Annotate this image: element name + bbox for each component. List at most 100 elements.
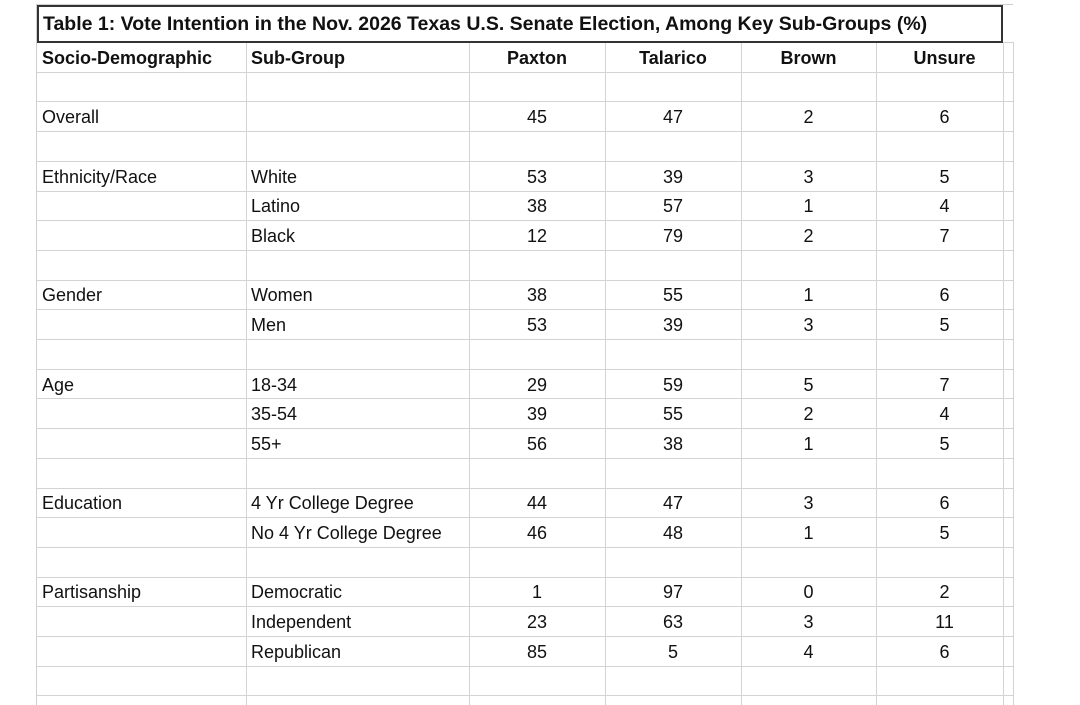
grid-line — [37, 606, 1013, 608]
grid-line — [37, 428, 1013, 430]
value-cell-brown: 1 — [803, 196, 814, 217]
grid-line — [469, 42, 470, 705]
value-cell-brown: 2 — [803, 404, 814, 425]
column-header: Paxton — [506, 47, 567, 68]
results-table: Table 1: Vote Intention in the Nov. 2026… — [36, 4, 1014, 705]
grid-line — [37, 160, 1013, 162]
value-cell-brown: 4 — [803, 641, 814, 662]
value-cell-talarico: 48 — [662, 523, 684, 544]
group-label: Gender — [42, 285, 103, 306]
value-cell-paxton: 38 — [526, 196, 548, 217]
value-cell-paxton: 1 — [531, 582, 542, 603]
grid-line — [37, 279, 1013, 281]
value-cell-unsure: 6 — [939, 641, 950, 662]
grid-line — [37, 517, 1013, 519]
value-cell-paxton: 29 — [526, 374, 548, 395]
column-header: Unsure — [913, 47, 976, 68]
grid-line — [605, 42, 606, 705]
value-cell-paxton: 23 — [526, 612, 548, 633]
subgroup-label: Black — [251, 226, 296, 247]
subgroup-label: White — [251, 166, 298, 187]
table-grid — [37, 5, 1014, 705]
grid-line — [37, 101, 1013, 103]
value-cell-brown: 1 — [803, 285, 814, 306]
group-label: Overall — [42, 107, 100, 128]
value-cell-paxton: 53 — [526, 166, 548, 187]
value-cell-unsure: 11 — [935, 612, 954, 633]
value-cell-paxton: 45 — [526, 107, 548, 128]
value-cell-unsure: 7 — [939, 374, 950, 395]
value-cell-talarico: 39 — [662, 166, 684, 187]
value-cell-talarico: 97 — [662, 582, 684, 603]
grid-line — [37, 249, 1013, 251]
subgroup-label: Independent — [251, 612, 352, 633]
value-cell-brown: 3 — [803, 315, 814, 336]
grid-line — [37, 398, 1013, 400]
value-cell-unsure: 6 — [939, 493, 950, 514]
subgroup-label: 35-54 — [251, 404, 298, 425]
value-cell-brown: 3 — [803, 493, 814, 514]
grid-line — [37, 339, 1013, 340]
grid-line — [37, 487, 1013, 489]
grid-line — [1013, 42, 1014, 705]
value-cell-talarico: 38 — [662, 433, 684, 454]
value-cell-talarico: 55 — [662, 404, 684, 425]
subgroup-label: 4 Yr College Degree — [251, 493, 414, 514]
subgroup-label: Latino — [251, 196, 301, 217]
grid-line — [246, 42, 247, 705]
subgroup-label: No 4 Yr College Degree — [251, 523, 442, 544]
value-cell-talarico: 63 — [662, 612, 684, 633]
grid-line — [37, 131, 1013, 133]
group-label: Age — [42, 374, 75, 395]
value-cell-talarico: 5 — [667, 641, 678, 662]
group-label: Partisanship — [42, 582, 142, 603]
grid-line — [741, 42, 742, 705]
grid-line — [37, 309, 1013, 311]
value-cell-unsure: 4 — [939, 196, 950, 217]
value-cell-paxton: 85 — [526, 641, 548, 662]
subgroup-label: Republican — [251, 641, 342, 662]
column-header: Talarico — [639, 47, 707, 68]
value-cell-brown: 1 — [803, 433, 814, 454]
value-cell-talarico: 59 — [662, 374, 684, 395]
value-cell-talarico: 47 — [662, 107, 684, 128]
grid-line — [37, 546, 1013, 548]
table-title: Table 1: Vote Intention in the Nov. 2026… — [37, 5, 1003, 43]
subgroup-label: Democratic — [251, 582, 343, 603]
value-cell-brown: 2 — [803, 107, 814, 128]
grid-line — [37, 665, 1013, 667]
grid-line — [876, 42, 877, 705]
group-label: Ethnicity/Race — [42, 166, 158, 187]
value-cell-brown: 5 — [803, 374, 814, 395]
value-cell-talarico: 55 — [662, 285, 684, 306]
value-cell-unsure: 6 — [939, 285, 950, 306]
value-cell-unsure: 5 — [939, 433, 950, 454]
subgroup-label: 18-34 — [251, 374, 298, 395]
value-cell-paxton: 53 — [526, 315, 548, 336]
value-cell-unsure: 4 — [939, 404, 950, 425]
grid-line — [37, 220, 1013, 222]
value-cell-unsure: 6 — [939, 107, 950, 128]
group-label: Education — [42, 493, 123, 514]
subgroup-label: Women — [251, 285, 313, 306]
value-cell-unsure: 5 — [939, 166, 950, 187]
value-cell-paxton: 56 — [526, 433, 548, 454]
grid-line — [37, 71, 1013, 73]
value-cell-paxton: 39 — [526, 404, 548, 425]
value-cell-unsure: 5 — [939, 523, 950, 544]
grid-line — [1003, 42, 1004, 705]
grid-line — [37, 576, 1013, 578]
grid-line — [37, 695, 1013, 697]
value-cell-brown: 3 — [803, 166, 814, 187]
value-cell-unsure: 5 — [939, 315, 950, 336]
grid-line — [37, 190, 1013, 192]
value-cell-paxton: 12 — [526, 226, 548, 247]
grid-line — [37, 636, 1013, 637]
value-cell-talarico: 79 — [662, 226, 684, 247]
value-cell-unsure: 2 — [939, 582, 950, 603]
value-cell-brown: 0 — [803, 582, 814, 603]
subgroup-label: 55+ — [251, 433, 282, 454]
value-cell-talarico: 57 — [662, 196, 684, 217]
value-cell-brown: 1 — [803, 523, 814, 544]
subgroup-label: Men — [251, 315, 287, 336]
